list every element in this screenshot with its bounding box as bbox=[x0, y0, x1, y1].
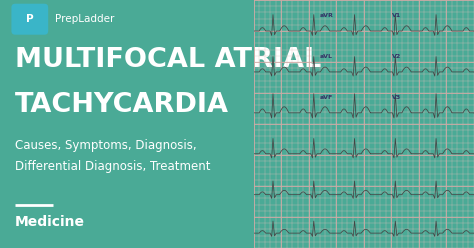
Text: Causes, Symptoms, Diagnosis,: Causes, Symptoms, Diagnosis, bbox=[15, 139, 197, 152]
Text: aVF: aVF bbox=[319, 95, 333, 100]
Text: V3: V3 bbox=[392, 95, 401, 100]
Text: MULTIFOCAL ATRIAL: MULTIFOCAL ATRIAL bbox=[15, 47, 321, 72]
Text: aVR: aVR bbox=[319, 13, 334, 18]
Text: Medicine: Medicine bbox=[15, 215, 85, 229]
Text: V2: V2 bbox=[392, 54, 401, 59]
Text: V1: V1 bbox=[392, 13, 401, 18]
Text: P: P bbox=[26, 14, 34, 24]
Text: PrepLadder: PrepLadder bbox=[55, 14, 114, 24]
Text: TACHYCARDIA: TACHYCARDIA bbox=[15, 93, 229, 118]
Text: Differential Diagnosis, Treatment: Differential Diagnosis, Treatment bbox=[15, 160, 211, 173]
FancyBboxPatch shape bbox=[11, 4, 48, 35]
Text: aVL: aVL bbox=[319, 54, 333, 59]
